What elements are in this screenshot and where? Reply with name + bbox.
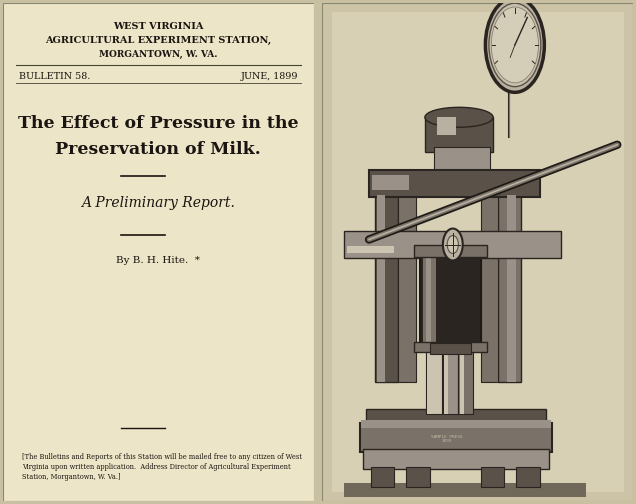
Text: SAMPLE PRESS
1899: SAMPLE PRESS 1899 — [431, 435, 462, 444]
Text: AGRICULTURAL EXPERIMENT STATION,: AGRICULTURAL EXPERIMENT STATION, — [45, 36, 272, 45]
FancyBboxPatch shape — [434, 147, 490, 177]
Text: The Effect of Pressure in the: The Effect of Pressure in the — [18, 115, 299, 132]
FancyBboxPatch shape — [459, 349, 473, 414]
FancyBboxPatch shape — [414, 342, 487, 352]
Text: [The Bulletins and Reports of this Station will be mailed free to any citizen of: [The Bulletins and Reports of this Stati… — [22, 453, 302, 481]
Text: JUNE, 1899: JUNE, 1899 — [240, 73, 298, 81]
Text: By B. H. Hite.  *: By B. H. Hite. * — [116, 256, 200, 265]
FancyBboxPatch shape — [371, 467, 394, 486]
FancyBboxPatch shape — [347, 245, 394, 253]
FancyBboxPatch shape — [516, 467, 540, 486]
FancyBboxPatch shape — [3, 3, 314, 501]
FancyBboxPatch shape — [366, 409, 546, 424]
FancyBboxPatch shape — [360, 423, 552, 452]
FancyBboxPatch shape — [429, 343, 471, 354]
Ellipse shape — [425, 107, 493, 128]
FancyBboxPatch shape — [399, 195, 415, 382]
Text: BULLETIN 58.: BULLETIN 58. — [18, 73, 90, 81]
FancyBboxPatch shape — [426, 349, 442, 414]
FancyBboxPatch shape — [424, 252, 436, 349]
FancyBboxPatch shape — [443, 349, 458, 414]
Text: MORGANTOWN, W. VA.: MORGANTOWN, W. VA. — [99, 50, 218, 59]
FancyBboxPatch shape — [344, 482, 586, 497]
FancyBboxPatch shape — [344, 230, 562, 258]
FancyBboxPatch shape — [426, 252, 431, 349]
Circle shape — [485, 0, 544, 92]
Text: WEST VIRGINIA: WEST VIRGINIA — [113, 23, 204, 31]
FancyBboxPatch shape — [420, 252, 481, 349]
FancyBboxPatch shape — [377, 195, 385, 382]
FancyBboxPatch shape — [438, 117, 456, 135]
FancyBboxPatch shape — [406, 467, 429, 486]
FancyBboxPatch shape — [425, 117, 493, 152]
Text: A Preliminary Report.: A Preliminary Report. — [81, 196, 235, 210]
Circle shape — [447, 235, 459, 254]
FancyBboxPatch shape — [481, 195, 498, 382]
FancyBboxPatch shape — [445, 349, 448, 414]
FancyBboxPatch shape — [369, 170, 540, 197]
FancyBboxPatch shape — [332, 13, 623, 491]
FancyBboxPatch shape — [427, 349, 431, 414]
FancyBboxPatch shape — [481, 467, 504, 486]
FancyBboxPatch shape — [361, 420, 551, 427]
Circle shape — [491, 7, 539, 83]
Circle shape — [489, 3, 541, 87]
FancyBboxPatch shape — [498, 195, 521, 382]
FancyBboxPatch shape — [460, 349, 464, 414]
FancyBboxPatch shape — [507, 195, 516, 382]
FancyBboxPatch shape — [363, 449, 549, 469]
Circle shape — [443, 228, 463, 261]
FancyBboxPatch shape — [372, 175, 410, 190]
Text: Preservation of Milk.: Preservation of Milk. — [55, 141, 261, 158]
FancyBboxPatch shape — [375, 195, 399, 382]
FancyBboxPatch shape — [414, 244, 487, 257]
FancyBboxPatch shape — [322, 3, 633, 501]
